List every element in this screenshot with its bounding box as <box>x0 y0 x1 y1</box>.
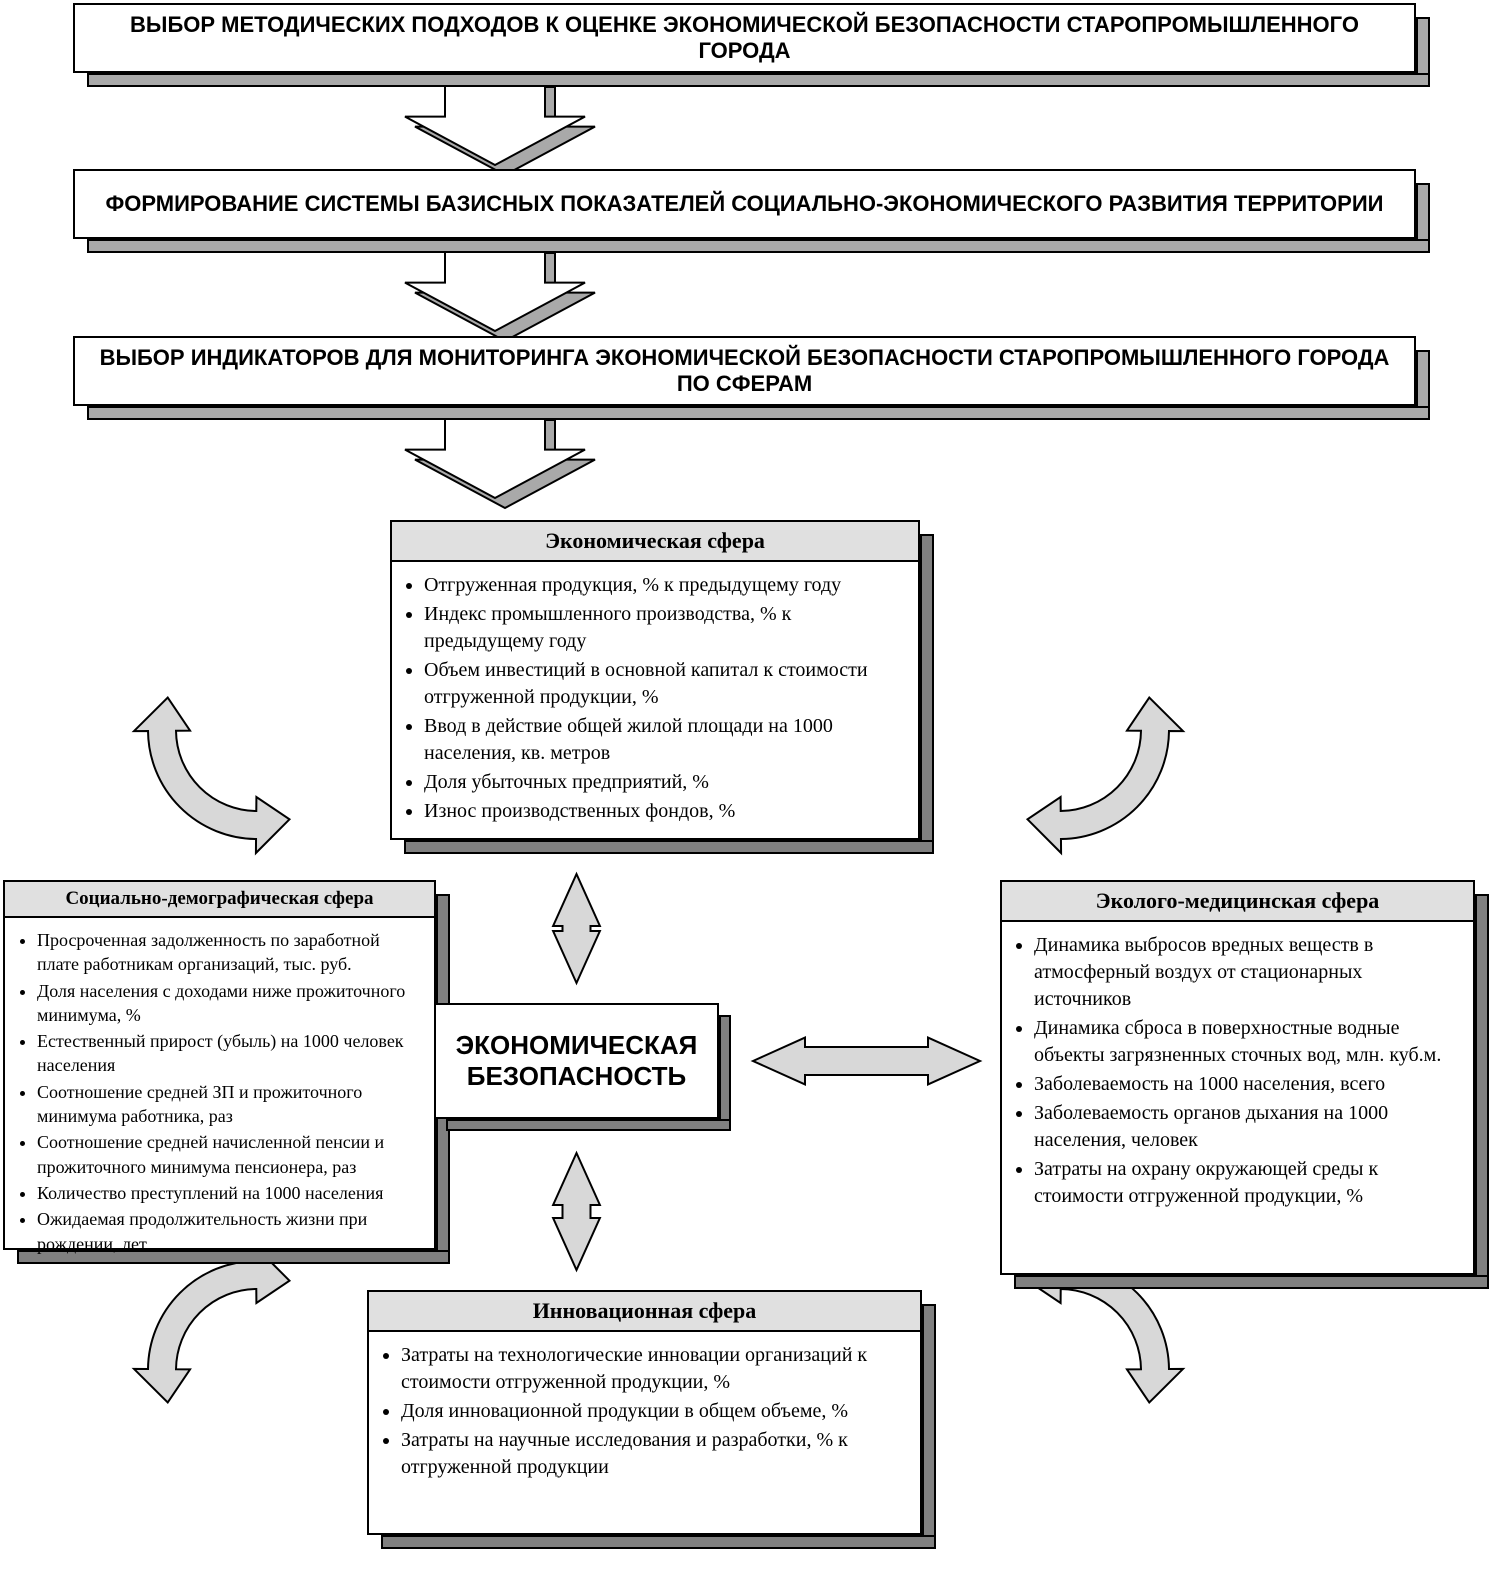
step1-shadow-bottom <box>87 73 1430 87</box>
ecomed-list: Динамика выбросов вредных веществ в атмо… <box>1012 932 1459 1210</box>
innovation-list: Затраты на технологические инновации орг… <box>379 1342 906 1481</box>
social-body: Просроченная задолженность по заработной… <box>5 918 434 1268</box>
economic-item: Отгруженная продукция, % к предыдущему г… <box>424 572 904 599</box>
center-box: ЭКОНОМИЧЕСКАЯ БЕЗОПАСНОСТЬ <box>434 1003 719 1119</box>
social-item: Ожидаемая продолжительность жизни при ро… <box>37 1207 420 1256</box>
economic-item: Объем инвестиций в основной капитал к ст… <box>424 657 904 711</box>
social-item: Соотношение средней ЗП и прожиточного ми… <box>37 1080 420 1129</box>
ecomed-shadow-bottom <box>1014 1275 1489 1289</box>
innovation-title: Инновационная сфера <box>369 1292 920 1332</box>
center-shadow-r <box>719 1015 731 1131</box>
economic-shadow-bottom <box>404 840 934 854</box>
step2-label: ФОРМИРОВАНИЕ СИСТЕМЫ БАЗИСНЫХ ПОКАЗАТЕЛЕ… <box>106 191 1384 217</box>
economic-shadow-right <box>920 534 934 854</box>
economic-item: Индекс промышленного производства, % к п… <box>424 601 904 655</box>
economic-item: Ввод в действие общей жилой площади на 1… <box>424 713 904 767</box>
ecomed-item: Затраты на охрану окружающей среды к сто… <box>1034 1156 1459 1210</box>
innovation-item: Доля инновационной продукции в общем объ… <box>401 1398 906 1425</box>
innovation-shadow-bottom <box>381 1535 936 1549</box>
ecomed-body: Динамика выбросов вредных веществ в атмо… <box>1002 922 1473 1222</box>
economic-item: Доля убыточных предприятий, % <box>424 769 904 796</box>
step1-box: ВЫБОР МЕТОДИЧЕСКИХ ПОДХОДОВ К ОЦЕНКЕ ЭКО… <box>73 3 1416 73</box>
diagram-stage: ВЫБОР МЕТОДИЧЕСКИХ ПОДХОДОВ К ОЦЕНКЕ ЭКО… <box>0 0 1506 1581</box>
ecomed-item: Заболеваемость на 1000 населения, всего <box>1034 1071 1459 1098</box>
social-item: Доля населения с доходами ниже прожиточн… <box>37 979 420 1028</box>
social-title: Социально-демографическая сфера <box>5 882 434 918</box>
economic-title: Экономическая сфера <box>392 522 918 562</box>
economic-box: Экономическая сфера Отгруженная продукция… <box>390 520 920 840</box>
innovation-item: Затраты на научные исследования и разраб… <box>401 1427 906 1481</box>
ecomed-title: Эколого-медицинская сфера <box>1002 882 1473 922</box>
ecomed-shadow-right <box>1475 894 1489 1289</box>
center-shadow-b <box>446 1119 731 1131</box>
step3-box: ВЫБОР ИНДИКАТОРОВ ДЛЯ МОНИТОРИНГА ЭКОНОМ… <box>73 336 1416 406</box>
economic-item: Износ производственных фондов, % <box>424 798 904 825</box>
center-label: ЭКОНОМИЧЕСКАЯ БЕЗОПАСНОСТЬ <box>436 1030 717 1092</box>
ecomed-box: Эколого-медицинская сфера Динамика выброс… <box>1000 880 1475 1275</box>
innovation-shadow-right <box>922 1304 936 1549</box>
step1-label: ВЫБОР МЕТОДИЧЕСКИХ ПОДХОДОВ К ОЦЕНКЕ ЭКО… <box>95 12 1394 64</box>
innovation-item: Затраты на технологические инновации орг… <box>401 1342 906 1396</box>
ecomed-item: Динамика выбросов вредных веществ в атмо… <box>1034 932 1459 1013</box>
step2-shadow-bottom <box>87 239 1430 253</box>
economic-body: Отгруженная продукция, % к предыдущему г… <box>392 562 918 837</box>
innovation-box: Инновационная сфера Затраты на технологич… <box>367 1290 922 1535</box>
social-box: Социально-демографическая сфера Просрочен… <box>3 880 436 1250</box>
social-item: Количество преступлений на 1000 населени… <box>37 1181 420 1205</box>
step3-shadow-bottom <box>87 406 1430 420</box>
economic-list: Отгруженная продукция, % к предыдущему г… <box>402 572 904 825</box>
social-item: Естественный прирост (убыль) на 1000 чел… <box>37 1029 420 1078</box>
social-list: Просроченная задолженность по заработной… <box>15 928 420 1256</box>
ecomed-item: Заболеваемость органов дыхания на 1000 н… <box>1034 1100 1459 1154</box>
step3-label: ВЫБОР ИНДИКАТОРОВ ДЛЯ МОНИТОРИНГА ЭКОНОМ… <box>95 345 1394 397</box>
ecomed-item: Динамика сброса в поверхностные водные о… <box>1034 1015 1459 1069</box>
social-item: Просроченная задолженность по заработной… <box>37 928 420 977</box>
innovation-body: Затраты на технологические инновации орг… <box>369 1332 920 1493</box>
step2-box: ФОРМИРОВАНИЕ СИСТЕМЫ БАЗИСНЫХ ПОКАЗАТЕЛЕ… <box>73 169 1416 239</box>
social-item: Соотношение средней начисленной пенсии и… <box>37 1130 420 1179</box>
